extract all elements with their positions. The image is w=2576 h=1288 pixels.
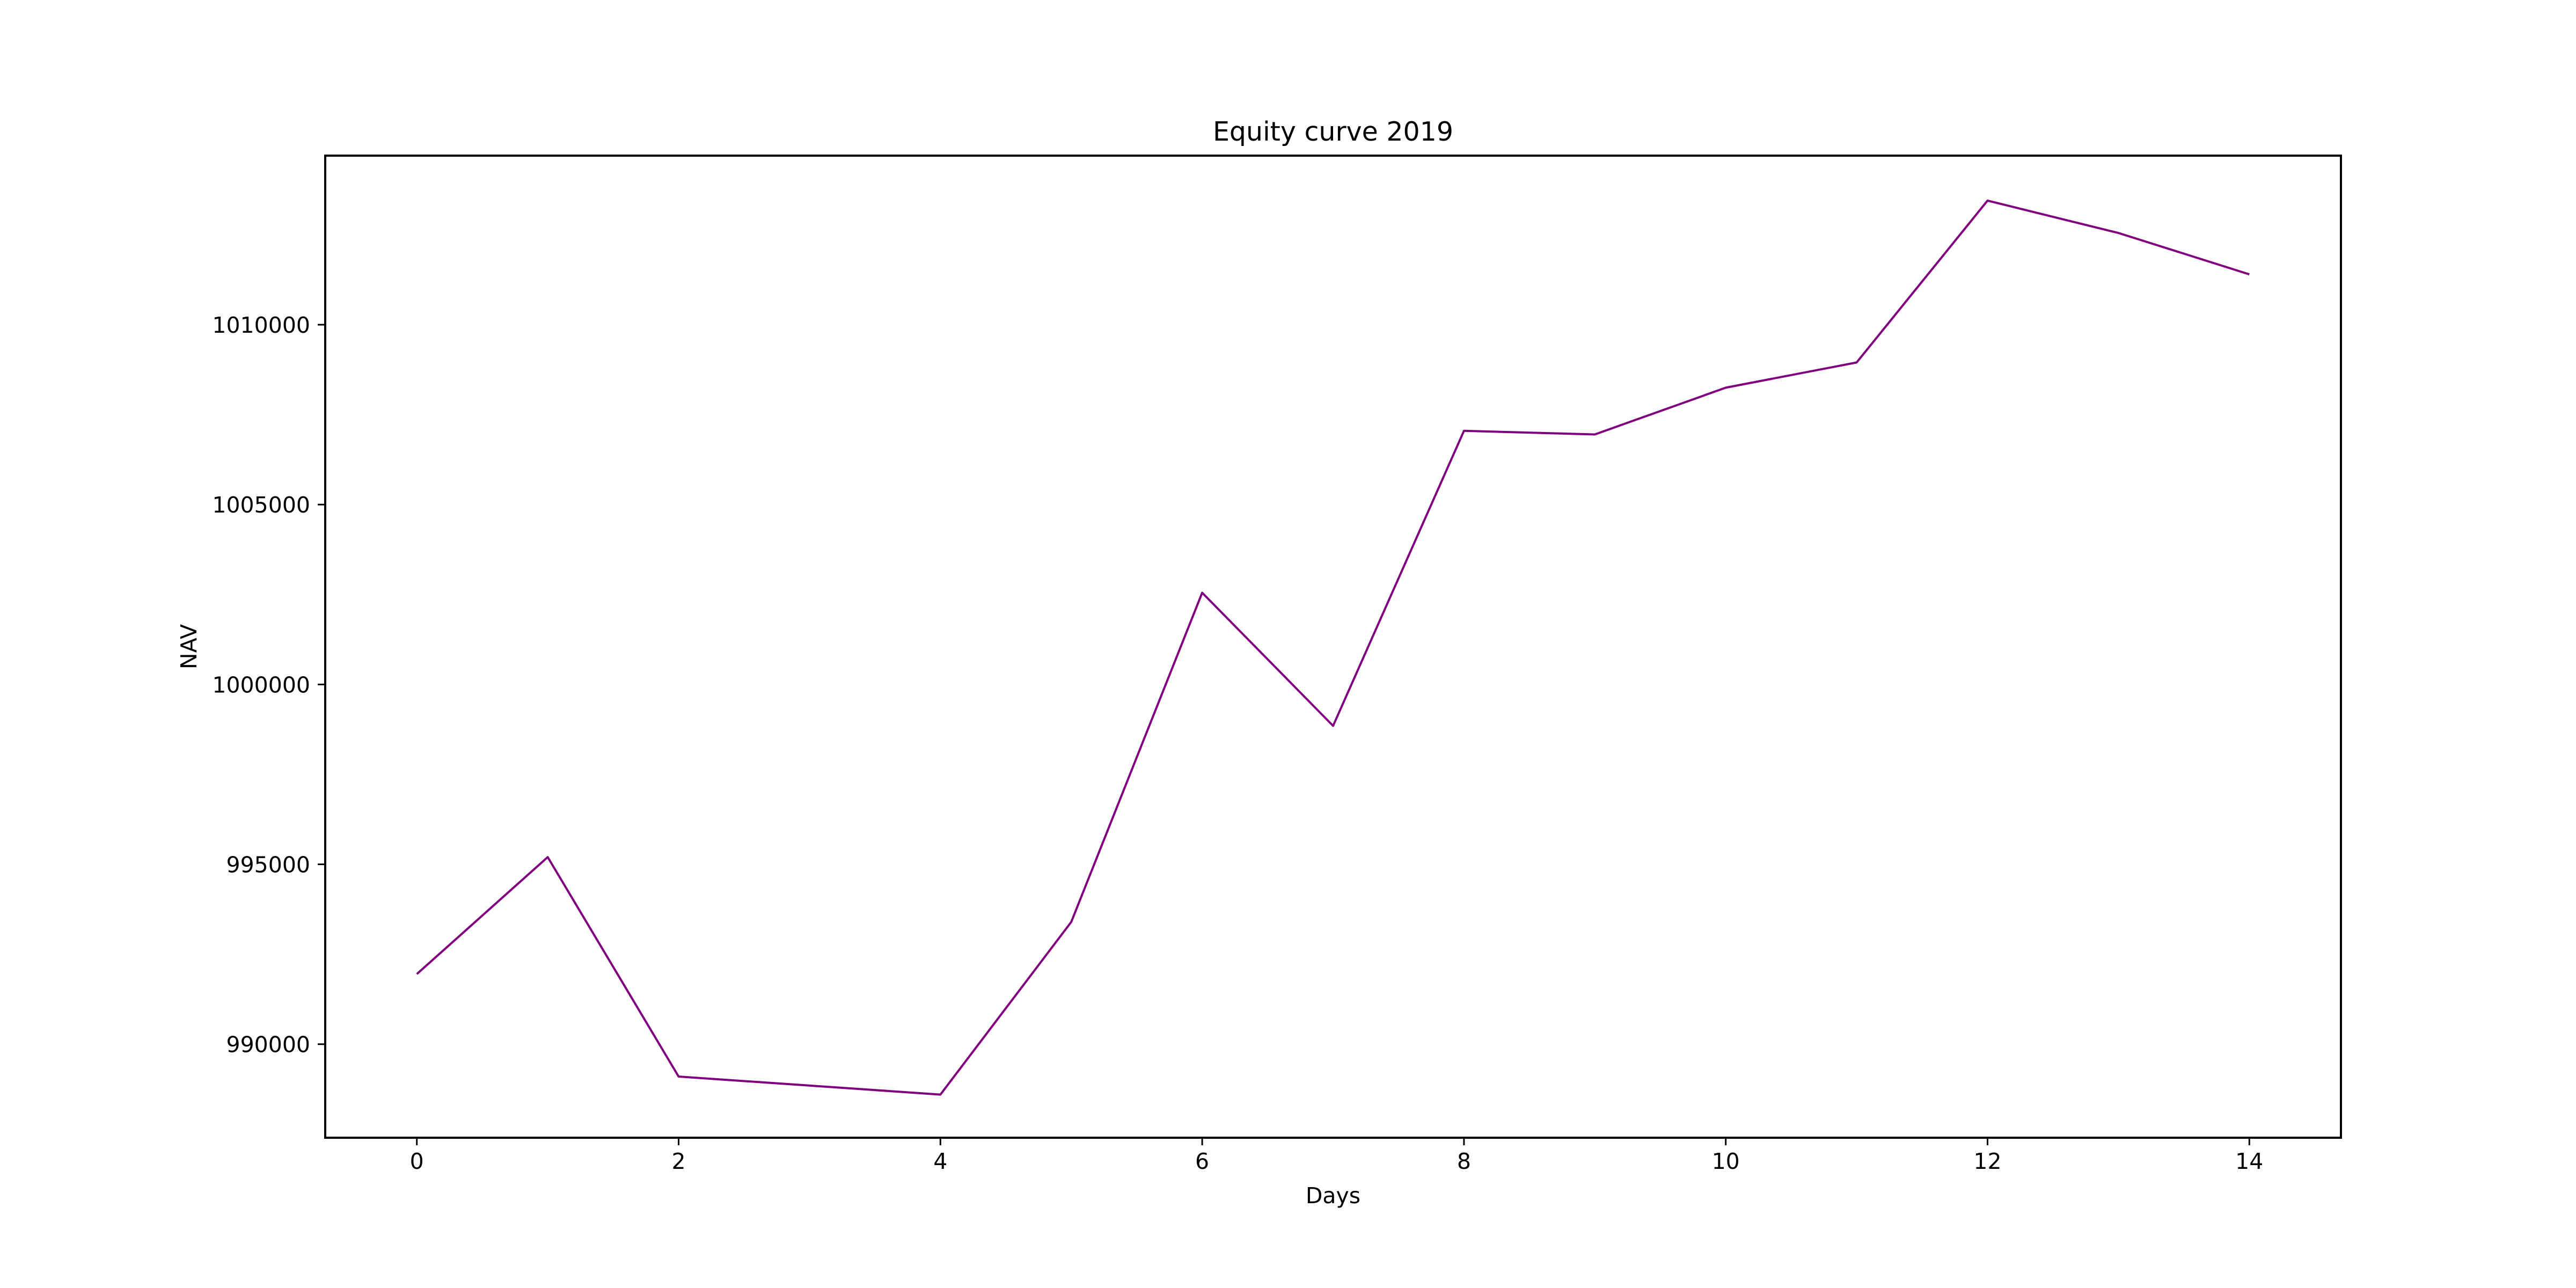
y-tick-label: 995000 [226, 852, 310, 878]
x-tick-label: 6 [1195, 1148, 1209, 1174]
x-tick-label: 4 [933, 1148, 947, 1174]
x-tick-label: 10 [1712, 1148, 1740, 1174]
y-axis-label: NAV [176, 624, 202, 669]
x-tick-label: 12 [1973, 1148, 2001, 1174]
x-tick-label: 0 [410, 1148, 424, 1174]
x-tick-label: 8 [1457, 1148, 1471, 1174]
x-tick-label: 2 [671, 1148, 685, 1174]
x-axis-label: Days [1306, 1183, 1360, 1209]
y-tick-label: 1005000 [212, 492, 310, 518]
axes-frame [324, 155, 2342, 1139]
x-axis-ticks: 0 2 4 6 8 10 12 14 [410, 1138, 2263, 1174]
series-layer [416, 199, 2250, 1096]
y-tick-label: 990000 [226, 1032, 310, 1058]
y-tick-label: 1010000 [212, 312, 310, 338]
nav-series-line [416, 199, 2250, 1096]
chart-title: Equity curve 2019 [1213, 116, 1453, 147]
y-axis-ticks: 990000 995000 1000000 1005000 1010000 [212, 312, 325, 1058]
x-tick-label: 14 [2235, 1148, 2263, 1174]
y-tick-label: 1000000 [212, 672, 310, 698]
